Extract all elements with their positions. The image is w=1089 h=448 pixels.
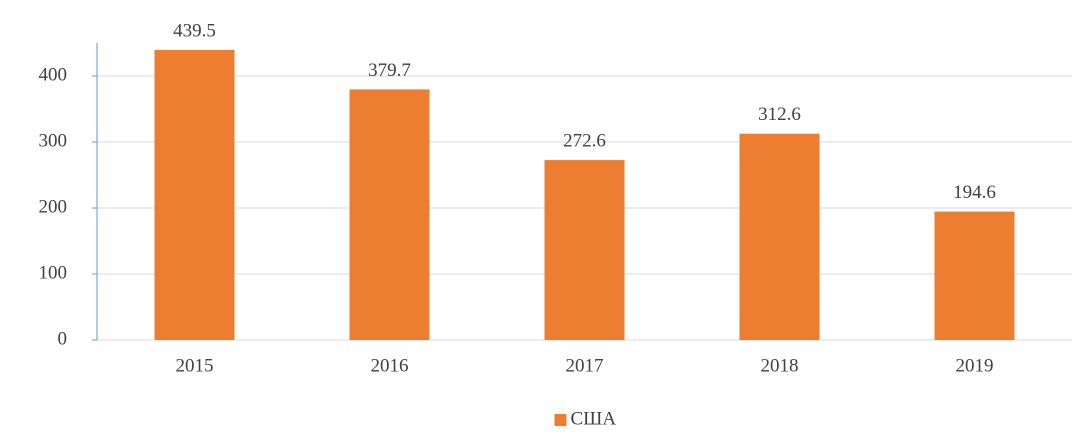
data-label: 194.6 [953, 182, 996, 203]
data-label: 439.5 [173, 20, 216, 41]
legend-label: США [571, 408, 617, 429]
x-tick-label: 2016 [371, 355, 409, 376]
x-tick-label: 2018 [761, 355, 799, 376]
bar [544, 160, 625, 340]
y-tick-label: 300 [39, 130, 68, 151]
bar [739, 133, 820, 340]
x-tick-label: 2017 [566, 355, 604, 376]
bar [154, 49, 235, 341]
data-label: 272.6 [563, 130, 606, 151]
y-tick-label: 0 [58, 328, 68, 349]
bar [934, 211, 1015, 340]
y-tick-label: 100 [39, 262, 68, 283]
data-label: 312.6 [758, 104, 801, 125]
data-label: 379.7 [368, 60, 411, 81]
x-tick-label: 2019 [956, 355, 994, 376]
bar [349, 89, 430, 340]
y-tick-label: 200 [39, 196, 68, 217]
y-tick-label: 400 [39, 64, 68, 85]
x-tick-label: 2015 [176, 355, 214, 376]
legend-swatch [554, 414, 567, 426]
